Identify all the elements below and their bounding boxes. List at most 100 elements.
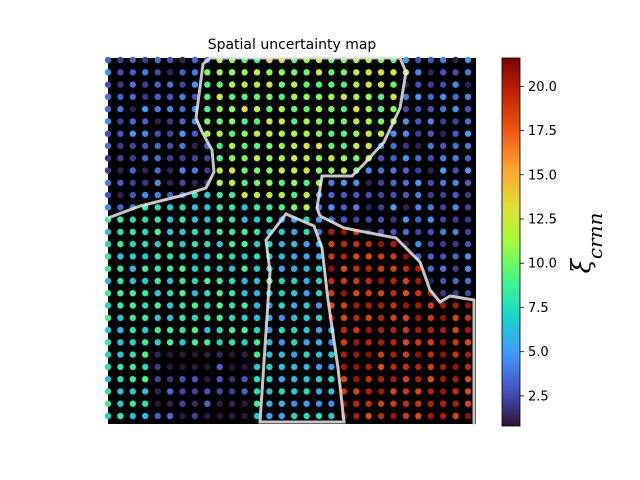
heatmap-dot [464, 179, 472, 186]
heatmap-dot [266, 167, 273, 174]
heatmap-dot [216, 412, 223, 420]
heatmap-dot [117, 93, 124, 101]
heatmap-dot [415, 388, 422, 395]
heatmap-dot [278, 400, 285, 407]
heatmap-dot [353, 240, 360, 248]
heatmap-dot [216, 155, 223, 162]
colorbar-tick-label: 15.0 [528, 168, 557, 183]
heatmap-dot [228, 351, 236, 358]
heatmap-dot [303, 314, 310, 321]
heatmap-dot [204, 363, 211, 371]
heatmap-dot [166, 93, 174, 101]
heatmap-dot [129, 142, 136, 150]
heatmap-dot [365, 191, 372, 199]
heatmap-dot [216, 363, 223, 371]
heatmap-dot [365, 412, 372, 420]
heatmap-dot [315, 326, 323, 334]
heatmap-dots [104, 56, 472, 420]
heatmap-dot [452, 253, 459, 260]
heatmap-dot [204, 388, 211, 395]
heatmap-dot [340, 69, 348, 76]
heatmap-dot [365, 290, 372, 297]
heatmap-dot [228, 253, 236, 260]
heatmap-dot [204, 302, 211, 309]
heatmap-dot [253, 179, 261, 186]
heatmap-dot [365, 351, 372, 358]
heatmap-dot [204, 290, 211, 297]
heatmap-dot [315, 290, 323, 297]
heatmap-dot [241, 253, 248, 260]
heatmap-dot [142, 167, 149, 174]
heatmap-dot [142, 400, 149, 407]
heatmap-dot [415, 363, 422, 371]
heatmap-dot [291, 376, 298, 383]
heatmap-dot [142, 339, 149, 346]
heatmap-dot [415, 265, 422, 272]
heatmap-dot [328, 228, 335, 236]
heatmap-dot [440, 216, 447, 223]
heatmap-dot [440, 253, 447, 260]
heatmap-dot [464, 412, 472, 420]
heatmap-dot [452, 118, 459, 125]
heatmap-dot [228, 118, 236, 125]
heatmap-dot [104, 179, 112, 186]
heatmap-dot [142, 302, 149, 309]
heatmap-dot [390, 314, 397, 321]
heatmap-dot [390, 93, 397, 101]
heatmap-dot [166, 105, 174, 113]
heatmap-dot [253, 290, 261, 297]
heatmap-dot [278, 253, 285, 260]
heatmap-dot [216, 314, 223, 321]
heatmap-dot [216, 130, 223, 137]
heatmap-dot [464, 240, 472, 248]
heatmap-dot [303, 277, 310, 285]
heatmap-dot [315, 155, 323, 162]
heatmap-dot [291, 363, 298, 371]
heatmap-dot [377, 81, 385, 88]
heatmap-dot [390, 105, 397, 113]
heatmap-dot [291, 302, 298, 309]
heatmap-dot [142, 155, 149, 162]
heatmap-dot [340, 339, 348, 346]
heatmap-dot [191, 155, 199, 162]
heatmap-dot [402, 290, 410, 297]
heatmap-dot [241, 228, 248, 236]
heatmap-dot [415, 191, 422, 199]
heatmap-dot [241, 155, 248, 162]
heatmap-dot [166, 118, 174, 125]
heatmap-dot [166, 167, 174, 174]
heatmap-dot [179, 314, 186, 321]
heatmap-dot [228, 290, 236, 297]
heatmap-dot [390, 130, 397, 137]
heatmap-dot [266, 191, 273, 199]
heatmap-dot [204, 155, 211, 162]
heatmap-dot [241, 376, 248, 383]
heatmap-dot [315, 167, 323, 174]
heatmap-dot [253, 118, 261, 125]
heatmap-dot [340, 302, 348, 309]
heatmap-dot [427, 56, 434, 64]
heatmap-dot [303, 191, 310, 199]
right-block-boundary [319, 214, 476, 426]
heatmap-dot [427, 253, 434, 260]
heatmap-dot [154, 240, 161, 248]
upper-lobe-boundary [194, 56, 408, 217]
heatmap-dot [278, 339, 285, 346]
heatmap-dot [179, 302, 186, 309]
heatmap-dot [117, 339, 124, 346]
heatmap-dot [241, 105, 248, 113]
heatmap-dot [117, 376, 124, 383]
heatmap-dot [340, 228, 348, 236]
heatmap-dot [415, 412, 422, 420]
heatmap-dot [117, 400, 124, 407]
heatmap-dot [191, 314, 199, 321]
heatmap-dot [440, 290, 447, 297]
heatmap-dot [204, 216, 211, 223]
colorbar: 2.5 5.0 7.5 10.0 12.5 15.0 17.5 20.0 ξcrnn [501, 57, 607, 427]
heatmap-dot [377, 167, 385, 174]
heatmap-dot [154, 314, 161, 321]
heatmap-dot [117, 118, 124, 125]
heatmap-dot [377, 363, 385, 371]
heatmap-dot [166, 265, 174, 272]
heatmap-dot [402, 118, 410, 125]
